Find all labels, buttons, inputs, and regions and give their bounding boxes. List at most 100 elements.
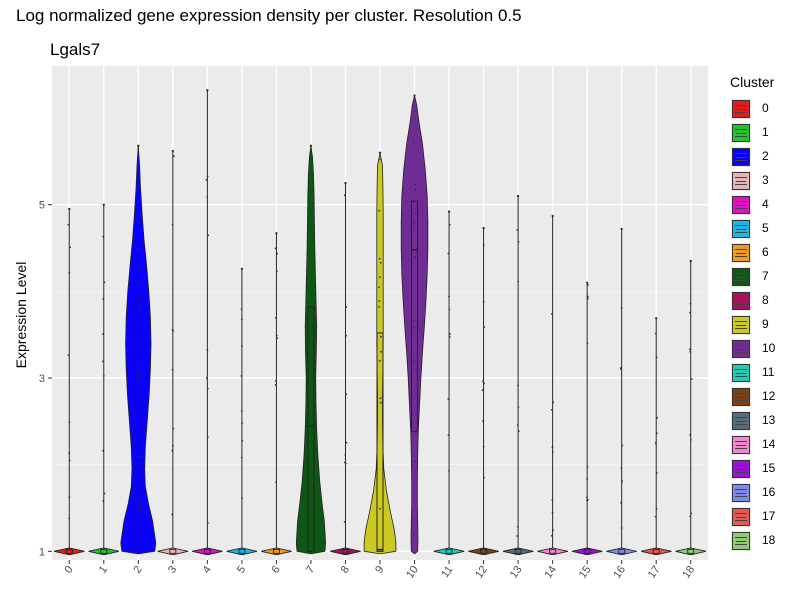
outlier-point bbox=[207, 522, 209, 524]
outlier-point bbox=[412, 141, 415, 144]
legend-swatch bbox=[732, 340, 750, 358]
violin-body bbox=[433, 547, 465, 556]
outlier-point bbox=[206, 436, 209, 438]
outlier-point bbox=[482, 300, 485, 303]
outlier-point bbox=[275, 232, 278, 235]
outlier-point bbox=[136, 364, 139, 367]
outlier-point bbox=[412, 326, 415, 329]
outlier-point bbox=[620, 227, 623, 231]
outlier-point bbox=[344, 181, 347, 185]
legend-item: 3 bbox=[728, 169, 798, 193]
outlier-point bbox=[240, 308, 243, 311]
legend-item: 6 bbox=[728, 241, 798, 265]
legend-item: 1 bbox=[728, 121, 798, 145]
outlier-point bbox=[655, 472, 658, 474]
x-tick-label: 1 bbox=[97, 564, 110, 576]
legend-swatch bbox=[732, 100, 750, 118]
y-tick-label: 5 bbox=[39, 200, 45, 212]
outlier-point bbox=[241, 422, 244, 424]
outlier-point bbox=[483, 326, 486, 328]
outlier-point bbox=[551, 214, 554, 218]
legend-key bbox=[731, 531, 751, 551]
outlier-point bbox=[689, 433, 692, 436]
outlier-point bbox=[309, 509, 312, 512]
outlier-point bbox=[207, 234, 210, 237]
outlier-point bbox=[620, 307, 623, 309]
outlier-point bbox=[378, 286, 380, 289]
outlier-point bbox=[68, 271, 71, 274]
outlier-point bbox=[206, 89, 209, 92]
outlier-point bbox=[171, 513, 174, 516]
outlier-point bbox=[551, 511, 554, 514]
x-tick-label: 12 bbox=[473, 564, 490, 581]
legend-swatch bbox=[732, 532, 750, 550]
legend-swatch bbox=[732, 364, 750, 382]
x-tick-label: 5 bbox=[235, 564, 248, 576]
x-tick-label: 2 bbox=[131, 564, 144, 576]
outlier-point bbox=[517, 194, 520, 198]
legend-label: 10 bbox=[762, 341, 776, 355]
outlier-point bbox=[655, 317, 658, 320]
x-tick-label: 3 bbox=[166, 564, 179, 576]
outlier-point bbox=[240, 456, 243, 459]
outlier-point bbox=[137, 455, 139, 457]
legend-label: 6 bbox=[762, 245, 769, 259]
violin-body bbox=[606, 547, 637, 556]
outlier-point bbox=[655, 507, 658, 510]
legend-label: 16 bbox=[762, 485, 776, 499]
legend-key bbox=[731, 459, 751, 479]
x-tick-label: 6 bbox=[270, 564, 283, 576]
outlier-point bbox=[516, 535, 519, 537]
outlier-point bbox=[587, 283, 589, 286]
legend-label: 15 bbox=[762, 461, 776, 475]
legend-swatch bbox=[732, 172, 750, 190]
violin-cluster-8 bbox=[330, 181, 361, 556]
outlier-point bbox=[68, 421, 71, 424]
outlier-point bbox=[413, 320, 416, 323]
legend-title: Cluster bbox=[730, 74, 775, 90]
outlier-point bbox=[689, 439, 692, 441]
outlier-point bbox=[136, 248, 139, 250]
legend-swatch bbox=[732, 388, 750, 406]
legend-item: 16 bbox=[728, 481, 798, 505]
outlier-point bbox=[68, 207, 71, 211]
x-tick-label: 9 bbox=[373, 564, 386, 576]
legend-swatch bbox=[732, 196, 750, 214]
legend-key bbox=[731, 195, 751, 215]
violin-body bbox=[226, 547, 258, 556]
box bbox=[687, 548, 695, 554]
outlier-point bbox=[620, 467, 623, 470]
outlier-point bbox=[516, 424, 519, 426]
legend-item: 10 bbox=[728, 337, 798, 361]
outlier-point bbox=[310, 309, 313, 311]
outlier-point bbox=[379, 401, 382, 404]
outlier-point bbox=[171, 328, 174, 331]
outlier-point bbox=[137, 144, 140, 147]
box bbox=[272, 548, 280, 554]
outlier-point bbox=[690, 512, 693, 515]
outlier-point bbox=[689, 311, 691, 314]
outlier-point bbox=[240, 410, 243, 413]
outlier-point bbox=[309, 144, 313, 147]
violin-body bbox=[537, 547, 568, 556]
violin-cluster-5 bbox=[226, 267, 258, 556]
outlier-point bbox=[689, 515, 692, 518]
outlier-point bbox=[483, 476, 485, 479]
legend-key bbox=[731, 171, 751, 191]
outlier-point bbox=[482, 445, 485, 448]
legend-key bbox=[731, 435, 751, 455]
outlier-point bbox=[241, 439, 244, 442]
outlier-point bbox=[447, 210, 451, 213]
outlier-point bbox=[205, 178, 208, 181]
outlier-point bbox=[482, 380, 484, 383]
box bbox=[514, 548, 522, 554]
outlier-point bbox=[482, 420, 484, 422]
outlier-point bbox=[137, 281, 140, 284]
outlier-point bbox=[103, 492, 106, 495]
outlier-point bbox=[586, 342, 589, 345]
outlier-point bbox=[310, 313, 313, 316]
outlier-point bbox=[378, 306, 380, 308]
outlier-point bbox=[585, 496, 588, 499]
outlier-point bbox=[310, 310, 312, 313]
